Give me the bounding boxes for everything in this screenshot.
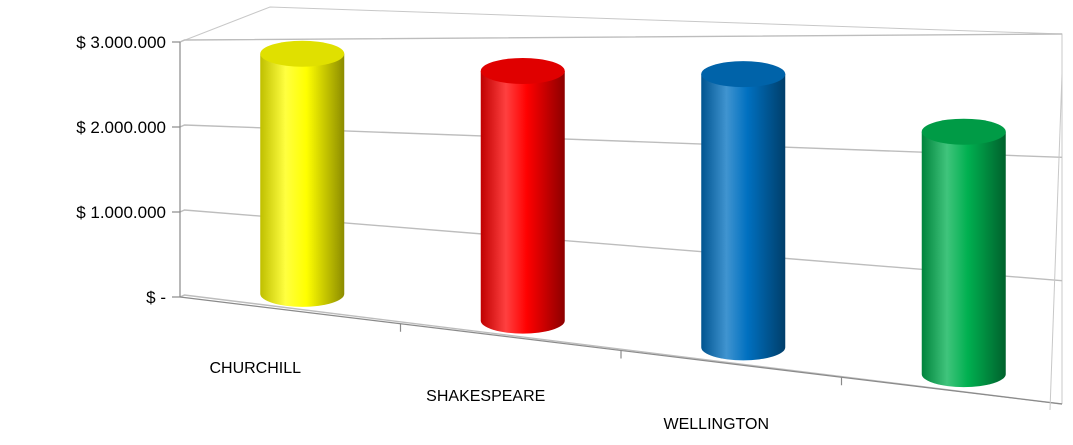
- y-tick-label: $ 3.000.000: [76, 33, 166, 52]
- bar-top: [701, 61, 786, 88]
- bar-body: [480, 70, 565, 334]
- y-tick-label: $ 1.000.000: [76, 203, 166, 222]
- bar-churchill: [260, 40, 345, 307]
- y-tick-labels: $ - $ 1.000.000 $ 2.000.000 $ 3.000.000: [76, 33, 166, 307]
- bar-wellington: [701, 61, 786, 361]
- bar-top: [921, 118, 1006, 145]
- bar-body: [701, 74, 786, 361]
- x-tick-label: SHAKESPEARE: [426, 388, 545, 405]
- bar-body: [260, 53, 345, 307]
- gridline: [179, 294, 1063, 405]
- right-wall-edge: [1049, 73, 1063, 411]
- x-tick-label: CHURCHILL: [209, 360, 301, 377]
- y-tick-label: $ -: [146, 288, 166, 307]
- x-tick-label: WELLINGTON: [664, 416, 770, 433]
- bar-top: [480, 57, 565, 84]
- axes: [172, 41, 1063, 411]
- bar-darwin: [921, 118, 1006, 388]
- bar-top: [260, 40, 345, 67]
- y-tick-label: $ 2.000.000: [76, 118, 166, 137]
- gridline: [179, 33, 1063, 43]
- x-tick-labels: CHURCHILLSHAKESPEAREWELLINGTONDARWIN: [209, 360, 979, 445]
- bar-shakespeare: [480, 57, 565, 334]
- bar-body: [921, 131, 1006, 388]
- bars: [260, 40, 1006, 388]
